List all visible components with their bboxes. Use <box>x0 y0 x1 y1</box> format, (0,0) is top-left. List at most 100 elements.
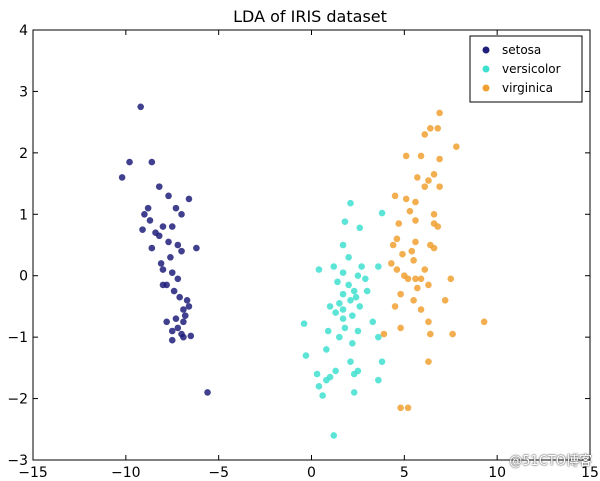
points-layer <box>118 103 488 439</box>
versicolor-point <box>354 327 362 335</box>
versicolor-point <box>339 306 347 313</box>
versicolor-point <box>341 324 349 332</box>
versicolor-point <box>375 333 382 341</box>
virginica-point <box>480 318 488 326</box>
virginica-point <box>391 303 399 310</box>
virginica-point <box>402 152 410 160</box>
virginica-point <box>453 143 460 151</box>
versicolor-point <box>332 367 339 375</box>
versicolor-point <box>324 327 332 335</box>
virginica-point <box>425 358 432 366</box>
versicolor-point <box>356 303 364 310</box>
virginica-point <box>408 247 416 255</box>
y-tick-label: 3 <box>19 84 28 100</box>
setosa-point <box>183 296 191 304</box>
y-tick-label: −3 <box>7 453 28 469</box>
setosa-point <box>185 303 193 310</box>
virginica-point <box>397 404 404 412</box>
legend: setosa versicolor virginica <box>469 35 583 103</box>
x-tick-label: −15 <box>18 465 48 481</box>
setosa-point <box>176 293 183 301</box>
versicolor-point <box>349 339 356 347</box>
x-tick-label: 10 <box>488 465 506 481</box>
virginica-point <box>430 210 438 218</box>
virginica-point <box>436 155 443 163</box>
setosa-point <box>167 253 174 261</box>
setosa-point <box>144 204 152 212</box>
versicolor-point <box>369 318 377 326</box>
virginica-point <box>399 250 406 258</box>
versicolor-point <box>347 296 354 304</box>
virginica-point <box>449 330 456 338</box>
legend-label-setosa: setosa <box>502 43 541 57</box>
versicolor-point <box>302 352 310 359</box>
setosa-point <box>178 210 185 218</box>
x-tick-label: −10 <box>111 465 141 481</box>
versicolor-point <box>350 370 358 378</box>
setosa-point <box>168 336 176 344</box>
legend-marker-virginica <box>482 84 490 92</box>
setosa-point <box>118 174 126 181</box>
x-tick-label: 5 <box>400 465 409 481</box>
virginica-point <box>397 324 404 332</box>
virginica-point <box>417 152 425 160</box>
chart-title: LDA of IRIS dataset <box>233 7 387 26</box>
setosa-point <box>168 269 176 276</box>
versicolor-point <box>350 389 358 396</box>
versicolor-point <box>334 278 341 286</box>
virginica-point <box>395 220 403 227</box>
versicolor-point <box>378 209 386 217</box>
virginica-point <box>417 306 425 313</box>
setosa-point <box>157 260 165 267</box>
versicolor-point <box>336 300 343 307</box>
setosa-point <box>141 210 148 218</box>
versicolor-point <box>363 287 371 295</box>
versicolor-point <box>378 358 386 366</box>
virginica-point <box>421 183 429 190</box>
virginica-point <box>430 171 438 178</box>
virginica-point <box>404 404 412 412</box>
setosa-point <box>172 204 180 212</box>
setosa-point <box>180 318 187 326</box>
setosa-point <box>174 241 182 249</box>
versicolor-point <box>339 241 347 249</box>
versicolor-point <box>352 293 360 301</box>
setosa-point <box>159 281 167 289</box>
setosa-point <box>185 195 193 203</box>
setosa-point <box>180 306 187 313</box>
versicolor-point <box>315 266 323 273</box>
setosa-point <box>139 226 146 233</box>
setosa-point <box>165 238 172 246</box>
virginica-point <box>425 318 432 326</box>
virginica-point <box>421 266 429 273</box>
virginica-point <box>447 275 455 283</box>
versicolor-point <box>332 309 339 316</box>
setosa-point <box>155 183 163 190</box>
versicolor-point <box>319 392 326 399</box>
virginica-point <box>436 109 443 117</box>
versicolor-point <box>323 376 330 384</box>
virginica-point <box>406 207 414 215</box>
setosa-point <box>204 389 211 396</box>
versicolor-point <box>350 287 358 295</box>
versicolor-point <box>339 269 347 276</box>
y-tick-label: 0 <box>19 269 28 285</box>
x-tick-label: 0 <box>307 465 316 481</box>
versicolor-point <box>349 312 356 319</box>
versicolor-point <box>330 263 338 270</box>
virginica-point <box>412 275 419 283</box>
versicolor-point <box>354 272 362 280</box>
versicolor-point <box>347 358 354 366</box>
virginica-point <box>441 296 449 304</box>
setosa-point <box>148 244 156 252</box>
y-tick-label: −2 <box>7 392 28 408</box>
versicolor-point <box>339 290 347 298</box>
setosa-point <box>178 247 185 255</box>
virginica-point <box>410 296 417 304</box>
setosa-point <box>163 318 170 326</box>
setosa-point <box>165 192 172 200</box>
setosa-point <box>159 266 167 273</box>
versicolor-point <box>356 224 364 232</box>
